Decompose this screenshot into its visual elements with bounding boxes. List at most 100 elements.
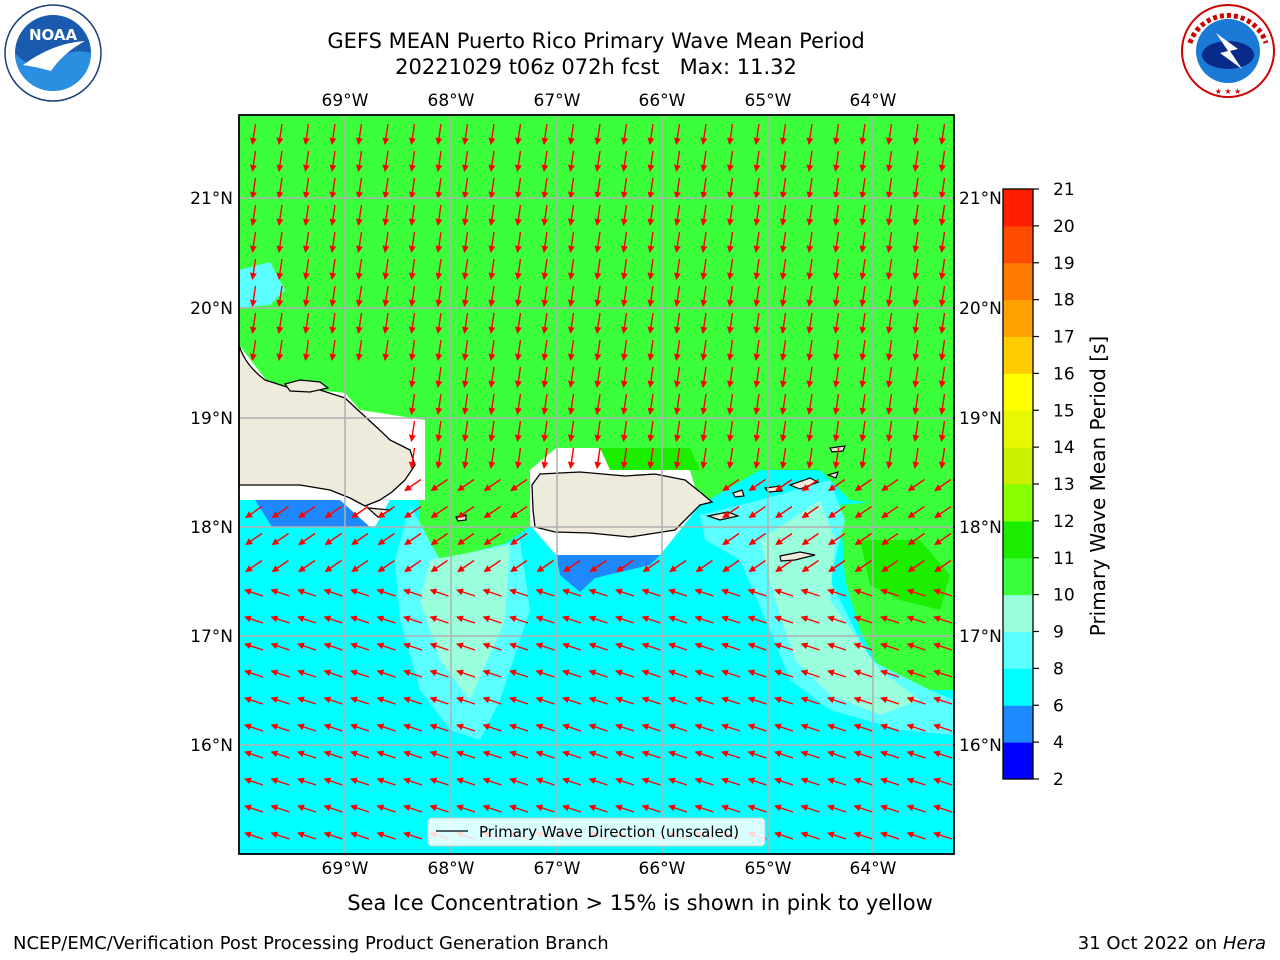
colorbar-tick-label: 17 [1053, 328, 1075, 348]
wave-arrow [747, 723, 767, 732]
wave-arrow [832, 123, 840, 145]
wave-arrow [934, 505, 952, 519]
wave-arrow [594, 231, 602, 253]
wave-arrow [620, 393, 628, 415]
wave-arrow [907, 532, 925, 546]
wave-arrow [827, 615, 847, 624]
map-subtitle: 20221029 t06z 072h fcst Max: 11.32 [395, 55, 797, 79]
sea-ice-note: Sea Ice Concentration > 15% is shown in … [347, 891, 933, 915]
wave-arrow [668, 804, 688, 813]
wave-arrow [885, 150, 893, 172]
wave-arrow [775, 505, 793, 519]
wave-arrow [647, 339, 655, 361]
wave-arrow [669, 559, 687, 573]
lon-labels-top: 69°W 68°W 67°W 66°W 65°W 64°W [322, 91, 897, 111]
wave-arrow [774, 588, 794, 597]
wave-arrow [351, 505, 369, 519]
colorbar-band [1003, 299, 1033, 337]
colorbar-band [1003, 189, 1033, 227]
wave-arrow [588, 669, 608, 678]
wave-arrow [298, 559, 316, 573]
wave-arrow [509, 588, 529, 597]
colorbar-band [1003, 557, 1033, 596]
wave-arrow [673, 123, 681, 145]
wave-arrow [881, 505, 899, 519]
wave-arrow [906, 642, 926, 651]
lat-label: 18°N [959, 518, 1002, 538]
wave-arrow [514, 258, 522, 280]
wave-arrow [668, 588, 688, 597]
lat-label: 17°N [959, 627, 1002, 647]
wave-arrow [271, 505, 289, 519]
wave-arrow [329, 285, 337, 307]
wave-arrow [329, 150, 337, 172]
wave-arrow [270, 615, 290, 624]
wave-arrow [594, 204, 602, 226]
wave-arrow [514, 339, 522, 361]
wave-arrow [376, 804, 396, 813]
wave-arrow [647, 231, 655, 253]
wave-arrow [541, 393, 549, 415]
wave-arrow [297, 588, 317, 597]
wave-arrow [567, 447, 575, 469]
colorbar-band [1003, 594, 1033, 632]
wave-arrow [323, 615, 343, 624]
wave-arrow [509, 669, 529, 678]
colorbar-tick-label: 12 [1053, 512, 1075, 532]
wave-arrow [806, 123, 814, 145]
wave-arrow [302, 285, 310, 307]
wave-arrow [747, 696, 767, 705]
lon-label: 68°W [428, 91, 475, 111]
wave-arrow [482, 723, 502, 732]
land-virgin-gorda [826, 471, 839, 479]
wave-arrow [488, 231, 496, 253]
wave-arrow [323, 588, 343, 597]
wave-arrow [859, 393, 867, 415]
wave-arrow [562, 777, 582, 786]
colorbar-tick-label: 16 [1053, 364, 1075, 384]
wave-arrow [510, 505, 528, 519]
wave-arrow [323, 750, 343, 759]
wave-arrow [594, 123, 602, 145]
wave-arrow [355, 339, 363, 361]
wave-arrow [620, 123, 628, 145]
wave-arrow [541, 123, 549, 145]
wave-arrow [880, 588, 900, 597]
colorbar-band [1003, 668, 1033, 706]
wave-arrow [885, 366, 893, 388]
wave-arrow [382, 231, 390, 253]
wave-arrow [641, 588, 661, 597]
wave-arrow [800, 831, 820, 840]
wave-arrow [588, 696, 608, 705]
wave-arrow [832, 150, 840, 172]
wave-arrow [376, 723, 396, 732]
wave-arrow [567, 204, 575, 226]
wave-arrow [510, 559, 528, 573]
wave-arrow [800, 777, 820, 786]
wave-arrow [488, 366, 496, 388]
field-5s-south [556, 555, 660, 592]
wave-arrow [430, 532, 448, 546]
wave-arrow [647, 447, 655, 469]
wave-arrow [404, 532, 422, 546]
wave-arrow [620, 204, 628, 226]
wave-arrow [594, 285, 602, 307]
wave-arrow [721, 615, 741, 624]
wave-arrow [647, 420, 655, 442]
wave-arrow [801, 478, 819, 492]
wave-arrow [827, 723, 847, 732]
wave-arrow [376, 642, 396, 651]
wave-arrow [461, 258, 469, 280]
wave-arrow [297, 750, 317, 759]
wave-arrow [350, 642, 370, 651]
wave-arrow [854, 559, 872, 573]
wave-arrow [377, 532, 395, 546]
wave-arrow [514, 312, 522, 334]
wave-arrow [673, 204, 681, 226]
wave-arrow [800, 804, 820, 813]
wave-arrow [779, 420, 787, 442]
wave-arrow [620, 366, 628, 388]
colorbar-band [1003, 336, 1033, 374]
wave-arrow [594, 150, 602, 172]
wave-arrow [403, 696, 423, 705]
